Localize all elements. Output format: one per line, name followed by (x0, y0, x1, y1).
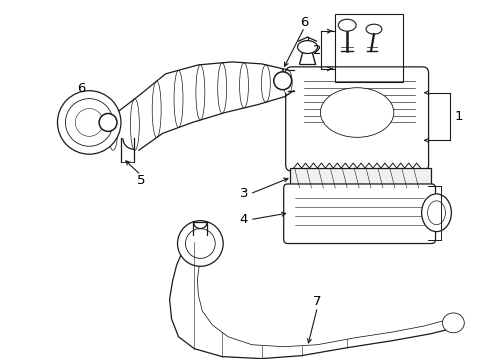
Ellipse shape (177, 221, 223, 266)
FancyBboxPatch shape (284, 184, 436, 243)
Circle shape (274, 72, 292, 90)
Text: 1: 1 (454, 110, 463, 123)
Ellipse shape (320, 88, 394, 137)
Ellipse shape (196, 65, 205, 120)
Ellipse shape (130, 99, 139, 150)
Circle shape (75, 109, 103, 136)
Circle shape (99, 113, 117, 131)
Ellipse shape (152, 81, 161, 138)
Circle shape (57, 91, 121, 154)
Circle shape (65, 99, 113, 146)
Text: 3: 3 (240, 188, 248, 201)
Text: 4: 4 (240, 213, 248, 226)
Ellipse shape (261, 65, 270, 102)
Ellipse shape (240, 63, 248, 108)
Ellipse shape (174, 70, 183, 127)
Text: 6: 6 (77, 82, 85, 95)
Ellipse shape (283, 70, 292, 95)
Ellipse shape (218, 63, 227, 113)
FancyBboxPatch shape (286, 67, 429, 171)
Ellipse shape (109, 116, 118, 150)
Text: 6: 6 (300, 16, 309, 29)
Bar (335, 14, 403, 82)
Text: 7: 7 (313, 294, 322, 307)
Bar (290, 168, 431, 188)
Ellipse shape (338, 19, 356, 31)
Ellipse shape (366, 24, 382, 34)
Text: 5: 5 (137, 174, 145, 186)
Text: 2: 2 (313, 44, 322, 57)
Ellipse shape (421, 194, 451, 231)
Ellipse shape (297, 41, 318, 54)
Ellipse shape (442, 313, 465, 333)
Ellipse shape (428, 201, 445, 225)
Ellipse shape (185, 229, 215, 258)
